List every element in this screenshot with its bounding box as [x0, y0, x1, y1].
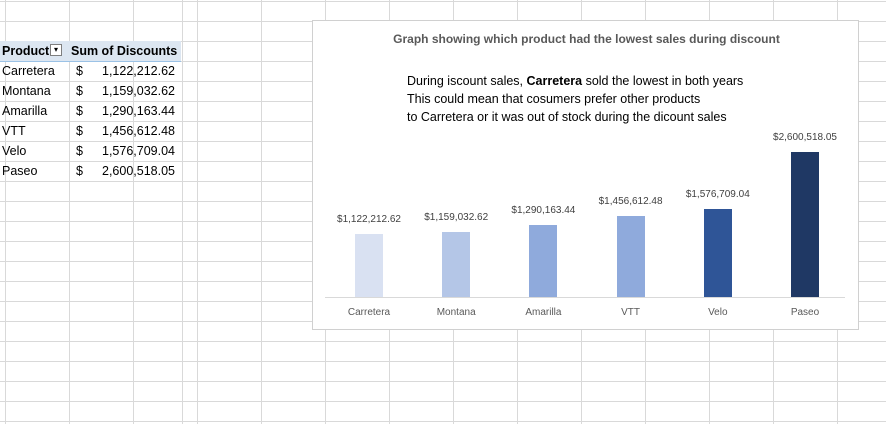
bar-vtt[interactable] [616, 216, 645, 297]
pivot-currency[interactable]: $ [76, 124, 83, 138]
column-divider [182, 0, 183, 424]
note-line-1: During iscount sales, Carretera sold the… [407, 74, 744, 88]
pivot-currency[interactable]: $ [76, 144, 83, 158]
chart-note: During iscount sales, Carretera sold the… [407, 72, 743, 126]
note-line-2: This could mean that cosumers prefer oth… [407, 92, 701, 106]
header-product[interactable]: Product [2, 44, 50, 58]
pivot-product[interactable]: Montana [2, 84, 51, 98]
pivot-amount[interactable]: 1,290,163.44 [102, 104, 175, 118]
pivot-currency[interactable]: $ [76, 164, 83, 178]
pivot-row[interactable]: VTT $1,456,612.48 [0, 121, 181, 141]
data-label[interactable]: $1,159,032.62 [424, 212, 489, 223]
data-label[interactable]: $2,600,518.05 [773, 132, 837, 143]
chart-title: Graph showing which product had the lowe… [393, 32, 780, 46]
pivot-amount[interactable]: 1,122,212.62 [102, 64, 175, 78]
data-label[interactable]: $1,290,163.44 [511, 205, 576, 216]
pivot-amount[interactable]: 1,576,709.04 [102, 144, 175, 158]
bar-carretera[interactable] [355, 234, 383, 297]
pivot-product[interactable]: Velo [2, 144, 27, 158]
pivot-product[interactable]: Carretera [2, 64, 55, 78]
pivot-row[interactable]: Montana $1,159,032.62 [0, 81, 181, 101]
x-axis-tick-label: Carretera [347, 307, 391, 318]
pivot-amount[interactable]: 1,456,612.48 [102, 124, 175, 138]
data-label[interactable]: $1,122,212.62 [337, 214, 401, 225]
bar-amarilla[interactable] [529, 225, 558, 297]
x-axis-tick-label: Amarilla [525, 307, 562, 318]
x-axis-tick-label: Velo [708, 307, 728, 318]
pivot-row[interactable]: Velo $1,576,709.04 [0, 141, 181, 161]
pivot-product[interactable]: Amarilla [2, 104, 48, 118]
pivot-row[interactable]: Amarilla $1,290,163.44 [0, 101, 181, 121]
sort-filter-icon[interactable]: ▾ [50, 44, 62, 56]
x-axis-tick-label: VTT [621, 307, 641, 318]
pivot-product[interactable]: VTT [2, 124, 26, 138]
header-sum-of-discounts[interactable]: Sum of Discounts [71, 44, 178, 58]
pivot-row[interactable]: Paseo $2,600,518.05 [0, 161, 181, 181]
pivot-amount[interactable]: 1,159,032.62 [102, 84, 175, 98]
bar-chart[interactable]: Graph showing which product had the lowe… [312, 20, 859, 330]
bar-montana[interactable] [442, 232, 471, 297]
x-axis-tick-label: Montana [436, 307, 476, 318]
note-line-3: to Carretera or it was out of stock duri… [407, 110, 727, 124]
pivot-currency[interactable]: $ [76, 64, 83, 78]
bar-paseo[interactable] [791, 152, 819, 297]
pivot-product[interactable]: Paseo [2, 164, 38, 178]
data-label[interactable]: $1,456,612.48 [598, 196, 663, 207]
x-axis-line [325, 297, 845, 298]
pivot-currency[interactable]: $ [76, 84, 83, 98]
bar-velo[interactable] [703, 209, 732, 297]
pivot-currency[interactable]: $ [76, 104, 83, 118]
pivot-header-row: Product ▾ Sum of Discounts [0, 41, 181, 62]
pivot-row[interactable]: Carretera $1,122,212.62 [0, 61, 181, 81]
pivot-amount[interactable]: 2,600,518.05 [102, 164, 175, 178]
x-axis-tick-label: Paseo [790, 307, 820, 318]
data-label[interactable]: $1,576,709.04 [685, 189, 750, 200]
